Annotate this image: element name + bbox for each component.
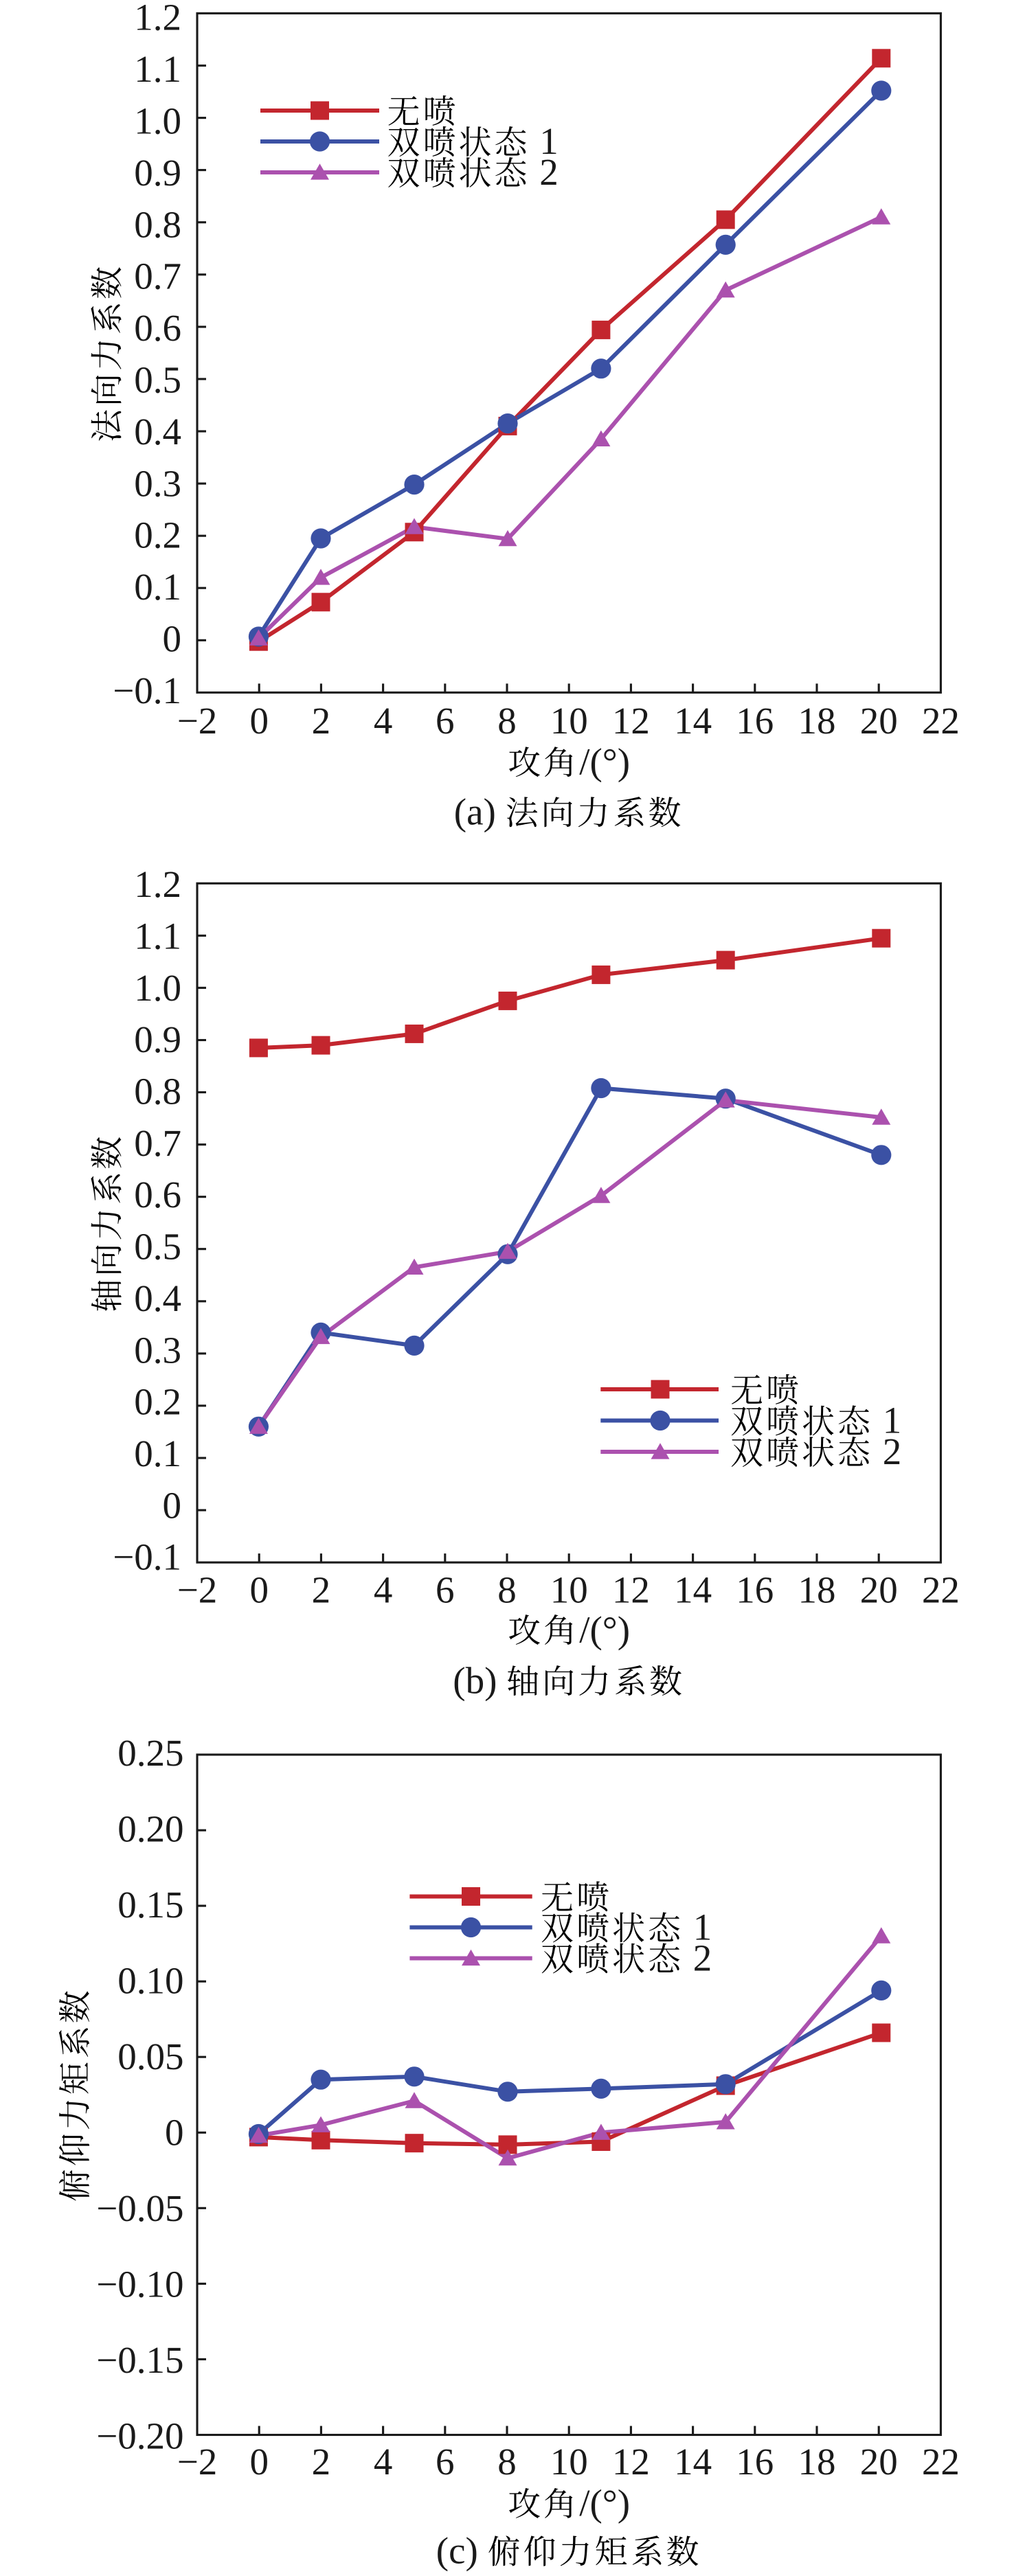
svg-text:2: 2 — [312, 700, 331, 742]
svg-text:/(°): /(°) — [579, 1608, 630, 1650]
svg-text:16: 16 — [736, 1569, 774, 1611]
svg-text:0: 0 — [249, 700, 269, 742]
svg-text:/(°): /(°) — [579, 2482, 630, 2524]
svg-text:0.1: 0.1 — [134, 1433, 181, 1474]
svg-text:8: 8 — [497, 2441, 517, 2483]
svg-text:6: 6 — [436, 2441, 455, 2483]
svg-text:14: 14 — [674, 1569, 712, 1611]
svg-text:0.3: 0.3 — [134, 1329, 181, 1371]
svg-text:1.1: 1.1 — [134, 915, 181, 957]
svg-text:−0.05: −0.05 — [96, 2187, 183, 2229]
svg-text:10: 10 — [550, 700, 588, 742]
svg-text:12: 12 — [612, 1569, 650, 1611]
svg-text:0.8: 0.8 — [134, 1071, 181, 1113]
svg-text:(c): (c) — [436, 2530, 478, 2572]
svg-text:18: 18 — [798, 700, 836, 742]
svg-text:1: 1 — [539, 120, 559, 162]
svg-text:1: 1 — [693, 1906, 712, 1948]
svg-text:0.05: 0.05 — [117, 2036, 183, 2077]
svg-text:22: 22 — [922, 1569, 960, 1611]
svg-text:−0.20: −0.20 — [96, 2415, 183, 2457]
svg-text:1.2: 1.2 — [134, 863, 181, 905]
svg-text:12: 12 — [612, 700, 650, 742]
svg-text:−2: −2 — [177, 2441, 218, 2483]
svg-text:1: 1 — [883, 1400, 902, 1441]
svg-text:2: 2 — [312, 1569, 331, 1611]
svg-text:0.20: 0.20 — [117, 1808, 183, 1849]
svg-text:−0.10: −0.10 — [96, 2263, 183, 2305]
svg-text:−0.15: −0.15 — [96, 2339, 183, 2381]
svg-text:1.2: 1.2 — [134, 0, 181, 38]
svg-text:0.4: 0.4 — [134, 1277, 181, 1319]
svg-text:−2: −2 — [177, 700, 218, 742]
svg-text:14: 14 — [674, 2441, 712, 2483]
svg-text:6: 6 — [436, 700, 455, 742]
svg-text:0.6: 0.6 — [134, 307, 181, 349]
svg-text:12: 12 — [612, 2441, 650, 2483]
svg-text:0.5: 0.5 — [134, 359, 181, 401]
svg-text:4: 4 — [374, 1569, 393, 1611]
svg-text:16: 16 — [736, 700, 774, 742]
svg-text:4: 4 — [374, 700, 393, 742]
svg-text:10: 10 — [550, 2441, 588, 2483]
svg-text:0.2: 0.2 — [134, 1381, 181, 1423]
svg-text:0: 0 — [165, 2111, 184, 2153]
svg-text:0.9: 0.9 — [134, 152, 181, 194]
svg-text:10: 10 — [550, 1569, 588, 1611]
svg-text:22: 22 — [922, 700, 960, 742]
svg-text:8: 8 — [497, 700, 517, 742]
svg-text:0.15: 0.15 — [117, 1884, 183, 1926]
svg-text:20: 20 — [860, 2441, 898, 2483]
svg-text:(a): (a) — [454, 791, 496, 833]
svg-text:0.9: 0.9 — [134, 1018, 181, 1060]
svg-text:0: 0 — [249, 1569, 269, 1611]
svg-text:0: 0 — [249, 2441, 269, 2483]
svg-text:(b): (b) — [453, 1659, 497, 1701]
svg-text:0.3: 0.3 — [134, 462, 181, 504]
svg-text:4: 4 — [374, 2441, 393, 2483]
svg-text:2: 2 — [693, 1937, 712, 1979]
svg-text:0.2: 0.2 — [134, 514, 181, 556]
svg-text:0.4: 0.4 — [134, 411, 181, 453]
svg-text:/(°): /(°) — [579, 741, 630, 783]
svg-text:8: 8 — [497, 1569, 517, 1611]
svg-text:0.25: 0.25 — [117, 1732, 183, 1774]
svg-text:−2: −2 — [177, 1569, 218, 1611]
svg-text:0.8: 0.8 — [134, 203, 181, 245]
svg-text:0.7: 0.7 — [134, 255, 181, 297]
svg-text:−0.1: −0.1 — [113, 1536, 181, 1578]
svg-text:−0.1: −0.1 — [113, 670, 181, 711]
svg-text:0.10: 0.10 — [117, 1959, 183, 2001]
svg-text:2: 2 — [539, 151, 559, 193]
svg-text:6: 6 — [436, 1569, 455, 1611]
svg-text:0.5: 0.5 — [134, 1226, 181, 1268]
svg-text:18: 18 — [798, 1569, 836, 1611]
svg-text:20: 20 — [860, 700, 898, 742]
svg-text:2: 2 — [883, 1431, 902, 1472]
svg-text:1.1: 1.1 — [134, 48, 181, 90]
svg-text:18: 18 — [798, 2441, 836, 2483]
svg-text:20: 20 — [860, 1569, 898, 1611]
svg-text:1.0: 1.0 — [134, 967, 181, 1009]
svg-text:14: 14 — [674, 700, 712, 742]
svg-text:1.0: 1.0 — [134, 100, 181, 142]
svg-text:0: 0 — [163, 1484, 182, 1526]
svg-text:0: 0 — [163, 618, 182, 660]
svg-text:0.6: 0.6 — [134, 1174, 181, 1216]
svg-text:0.7: 0.7 — [134, 1122, 181, 1164]
svg-text:22: 22 — [922, 2441, 960, 2483]
svg-text:16: 16 — [736, 2441, 774, 2483]
svg-text:0.1: 0.1 — [134, 566, 181, 608]
svg-text:2: 2 — [312, 2441, 331, 2483]
